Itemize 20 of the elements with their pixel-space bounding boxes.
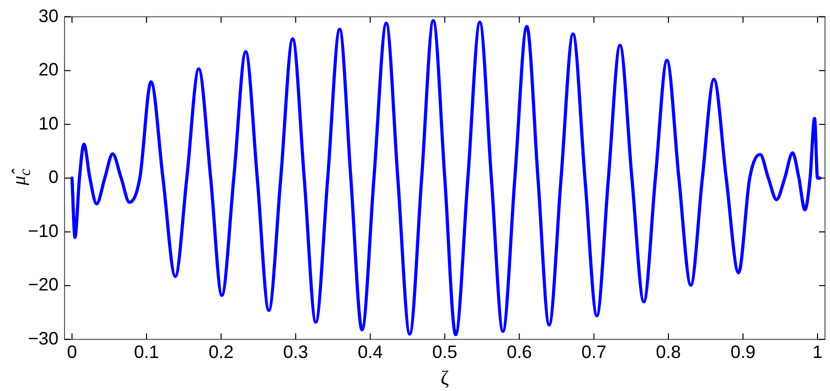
x-tick-label: 0.3 bbox=[283, 342, 308, 362]
line-series bbox=[70, 18, 822, 336]
y-tick-label: −20 bbox=[28, 274, 59, 295]
y-tick-label: −10 bbox=[28, 220, 59, 241]
x-tick-label: 0.7 bbox=[581, 342, 606, 362]
y-tick-label: 30 bbox=[38, 6, 59, 26]
x-tick-label: 0.5 bbox=[432, 342, 458, 362]
x-tick-label: 0.4 bbox=[358, 342, 383, 362]
y-tick-label: 0 bbox=[48, 167, 59, 188]
x-axis-title: ζ bbox=[440, 367, 449, 390]
x-tick-label: 0.6 bbox=[506, 342, 532, 362]
x-tick-label: 1 bbox=[812, 342, 823, 362]
x-tick-label: 0 bbox=[66, 342, 77, 362]
x-tick-label: 0.9 bbox=[730, 342, 756, 362]
y-tick-label: −30 bbox=[28, 328, 59, 348]
x-tick-label: 0.8 bbox=[656, 342, 681, 362]
x-tick-label: 0.1 bbox=[134, 342, 160, 362]
y-tick-label: 10 bbox=[38, 113, 59, 134]
y-tick-label: 20 bbox=[38, 60, 59, 80]
x-tick-label: 0.2 bbox=[208, 342, 234, 362]
